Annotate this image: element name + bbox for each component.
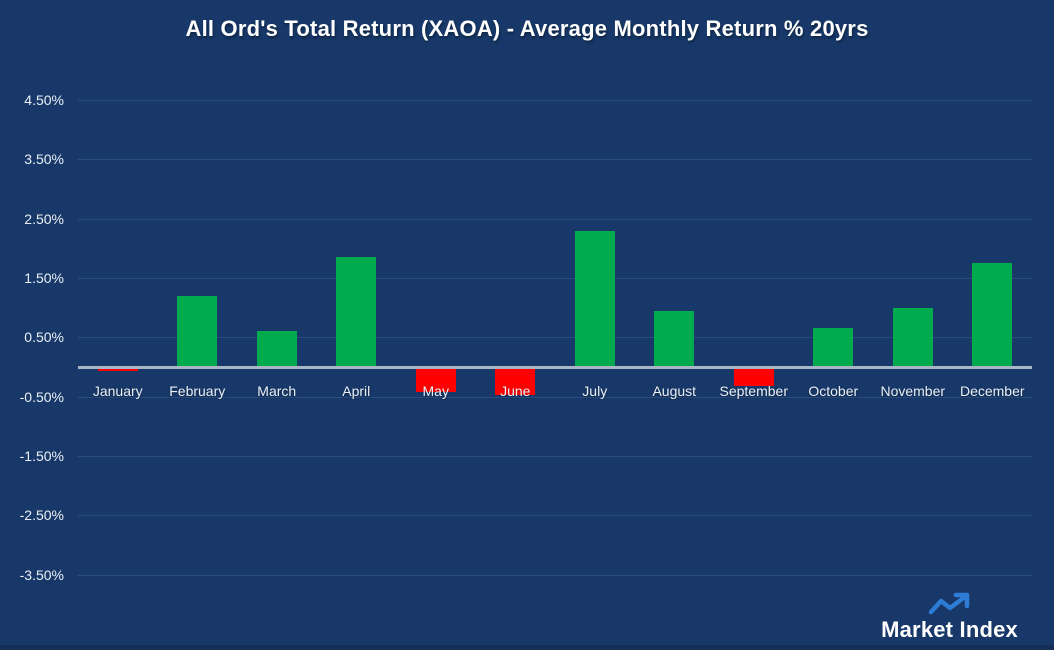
y-axis-tick-label: -3.50% bbox=[19, 566, 64, 583]
logo-text: Market Index bbox=[881, 616, 1018, 642]
bar-may bbox=[415, 368, 456, 393]
x-axis-label-june: June bbox=[500, 383, 531, 399]
gridline bbox=[78, 278, 1032, 280]
y-axis-tick-label: 3.50% bbox=[24, 151, 64, 168]
y-axis-tick-label: 4.50% bbox=[24, 92, 64, 109]
bottom-edge-strip bbox=[0, 645, 1054, 650]
x-axis-label-april: April bbox=[342, 383, 371, 399]
bar-february bbox=[177, 295, 218, 367]
bar-july bbox=[574, 230, 615, 367]
chart-title: All Ord's Total Return (XAOA) - Average … bbox=[185, 16, 869, 41]
gridline bbox=[78, 455, 1032, 457]
gridline bbox=[78, 396, 1032, 398]
bar-august bbox=[654, 310, 695, 367]
gridline bbox=[78, 159, 1032, 161]
gridline bbox=[78, 574, 1032, 576]
bar-november bbox=[892, 307, 933, 367]
x-axis-label-september: September bbox=[719, 383, 788, 399]
bar-june bbox=[495, 368, 536, 396]
bar-april bbox=[336, 257, 377, 367]
bar-september bbox=[733, 368, 774, 387]
x-axis-label-august: August bbox=[652, 383, 697, 399]
y-axis-tick-label: 0.50% bbox=[24, 329, 64, 346]
gridline bbox=[78, 337, 1032, 339]
zero-axis-line bbox=[78, 365, 1032, 369]
gridline bbox=[78, 218, 1032, 220]
y-axis-tick-label: -1.50% bbox=[19, 447, 64, 464]
x-axis-label-february: February bbox=[169, 383, 226, 399]
x-axis-label-november: November bbox=[880, 383, 946, 399]
market-index-logo: Market Index bbox=[881, 591, 1018, 642]
x-axis-label-january: January bbox=[92, 383, 143, 399]
bar-march bbox=[256, 331, 297, 367]
bar-january bbox=[97, 368, 138, 372]
bar-october bbox=[813, 328, 854, 367]
x-axis-label-may: May bbox=[422, 383, 449, 399]
y-axis-tick-label: 2.50% bbox=[24, 210, 64, 227]
bar-december bbox=[972, 263, 1013, 367]
gridline bbox=[78, 515, 1032, 517]
y-axis-tick-label: 1.50% bbox=[24, 270, 64, 287]
trend-arrow-icon bbox=[928, 592, 969, 615]
x-axis-label-october: October bbox=[808, 383, 859, 399]
y-axis-tick-label: -2.50% bbox=[19, 507, 64, 524]
x-axis-label-december: December bbox=[959, 383, 1025, 399]
gridline bbox=[78, 100, 1032, 102]
y-axis-tick-label: -0.50% bbox=[19, 388, 64, 405]
x-axis-label-march: March bbox=[257, 383, 297, 399]
x-axis-label-july: July bbox=[582, 383, 608, 399]
